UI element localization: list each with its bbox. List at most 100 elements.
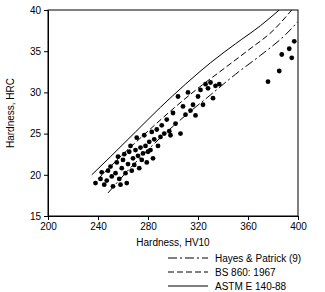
scatter-point bbox=[136, 153, 141, 158]
scatter-point bbox=[148, 148, 153, 153]
y-tick-label: 35 bbox=[30, 46, 42, 57]
scatter-point bbox=[211, 96, 216, 101]
x-axis: 200 240 280 320 360 400 bbox=[40, 216, 307, 232]
y-tick-label: 40 bbox=[30, 5, 42, 16]
scatter-point bbox=[277, 69, 282, 74]
x-tick-label: 400 bbox=[290, 221, 307, 232]
scatter-point bbox=[144, 160, 149, 165]
series-line bbox=[98, 10, 292, 179]
series-line bbox=[108, 22, 298, 193]
y-tick: 15 bbox=[30, 211, 48, 222]
chart: 200 240 280 320 360 400 15 20 25 30 35 40 Hardness, … bbox=[0, 0, 325, 292]
scatter-point bbox=[137, 166, 142, 171]
scatter-point bbox=[171, 111, 176, 116]
scatter-point bbox=[156, 144, 161, 149]
scatter-point bbox=[151, 156, 156, 161]
scatter-point bbox=[292, 39, 297, 44]
y-tick-label: 25 bbox=[30, 128, 42, 139]
scatter-point bbox=[121, 158, 126, 163]
scatter-point bbox=[126, 162, 131, 167]
scatter-point bbox=[173, 121, 178, 126]
y-axis: 15 20 25 30 35 40 bbox=[30, 5, 49, 222]
scatter-point bbox=[139, 158, 144, 163]
scatter-point bbox=[154, 127, 159, 132]
x-tick-label: 360 bbox=[240, 221, 257, 232]
y-tick-mark bbox=[44, 134, 48, 135]
x-tick: 360 bbox=[240, 216, 257, 232]
scatter-point bbox=[111, 184, 116, 189]
scatter-point bbox=[181, 104, 186, 109]
scatter-point bbox=[208, 80, 213, 85]
y-tick-mark bbox=[44, 216, 48, 217]
y-axis-title: Hardness, HRC bbox=[5, 78, 16, 148]
scatter-point bbox=[124, 181, 129, 186]
y-axis-line bbox=[48, 11, 49, 217]
y-tick: 40 bbox=[30, 5, 48, 16]
scatter-point bbox=[143, 144, 148, 149]
x-tick-mark bbox=[248, 216, 249, 220]
scatter-point bbox=[266, 79, 271, 84]
series-line bbox=[92, 10, 280, 175]
scatter-point bbox=[289, 55, 294, 60]
scatter-point bbox=[164, 117, 169, 122]
scatter-point bbox=[127, 149, 132, 154]
x-tick-label: 200 bbox=[40, 221, 57, 232]
x-tick-mark bbox=[98, 216, 99, 220]
scatter-point bbox=[141, 151, 146, 156]
scatter-point bbox=[149, 130, 154, 135]
scatter-point bbox=[133, 148, 138, 153]
legend: Hayes & Patrick (9)BS 860: 1967ASTM E 14… bbox=[168, 253, 301, 292]
scatter-point bbox=[104, 178, 109, 183]
legend-label: BS 860: 1967 bbox=[215, 267, 276, 278]
scatter-point bbox=[183, 112, 188, 117]
legend-swatch bbox=[168, 286, 208, 287]
x-axis-line bbox=[49, 216, 299, 217]
y-tick: 25 bbox=[30, 128, 48, 139]
scatter-point bbox=[123, 171, 128, 176]
scatter-point bbox=[118, 182, 123, 187]
x-tick-label: 320 bbox=[190, 221, 207, 232]
scatter-point bbox=[186, 90, 191, 95]
scatter-point bbox=[203, 82, 208, 87]
y-tick-mark bbox=[44, 10, 48, 11]
y-tick-mark bbox=[44, 51, 48, 52]
scatter-point bbox=[162, 131, 167, 136]
x-tick: 280 bbox=[140, 216, 157, 232]
scatter-point bbox=[129, 168, 134, 173]
scatter-point bbox=[152, 137, 157, 142]
x-tick: 200 bbox=[40, 216, 57, 232]
scatter-point bbox=[191, 102, 196, 107]
scatter-point bbox=[116, 154, 121, 159]
x-tick-mark bbox=[298, 216, 299, 220]
y-tick: 35 bbox=[30, 46, 48, 57]
scatter-point bbox=[114, 160, 119, 165]
y-tick-mark bbox=[44, 175, 48, 176]
scatter-point bbox=[201, 102, 206, 107]
y-tick: 20 bbox=[30, 170, 48, 181]
plot-area bbox=[92, 10, 298, 193]
scatter-point bbox=[176, 94, 181, 99]
x-tick-mark bbox=[198, 216, 199, 220]
scatter-point bbox=[132, 163, 137, 168]
scatter-point bbox=[93, 181, 98, 186]
y-tick-mark bbox=[44, 92, 48, 93]
scatter-point bbox=[198, 88, 203, 93]
y-tick-label: 15 bbox=[30, 211, 42, 222]
scatter-point bbox=[99, 170, 104, 175]
scatter-point bbox=[119, 166, 124, 171]
scatter-point bbox=[147, 139, 152, 144]
y-tick-label: 30 bbox=[30, 87, 42, 98]
scatter-point bbox=[158, 134, 163, 139]
scatter-point bbox=[108, 164, 113, 169]
x-tick: 240 bbox=[90, 216, 107, 232]
scatter-point bbox=[196, 94, 201, 99]
scatter-point bbox=[106, 168, 111, 173]
x-tick-mark bbox=[48, 216, 49, 220]
plot-frame bbox=[48, 10, 298, 216]
scatter-point bbox=[178, 131, 183, 136]
scatter-point bbox=[159, 123, 164, 128]
x-tick-mark bbox=[148, 216, 149, 220]
x-tick: 320 bbox=[190, 216, 207, 232]
legend-label: Hayes & Patrick (9) bbox=[215, 253, 301, 264]
scatter-point bbox=[109, 174, 114, 179]
